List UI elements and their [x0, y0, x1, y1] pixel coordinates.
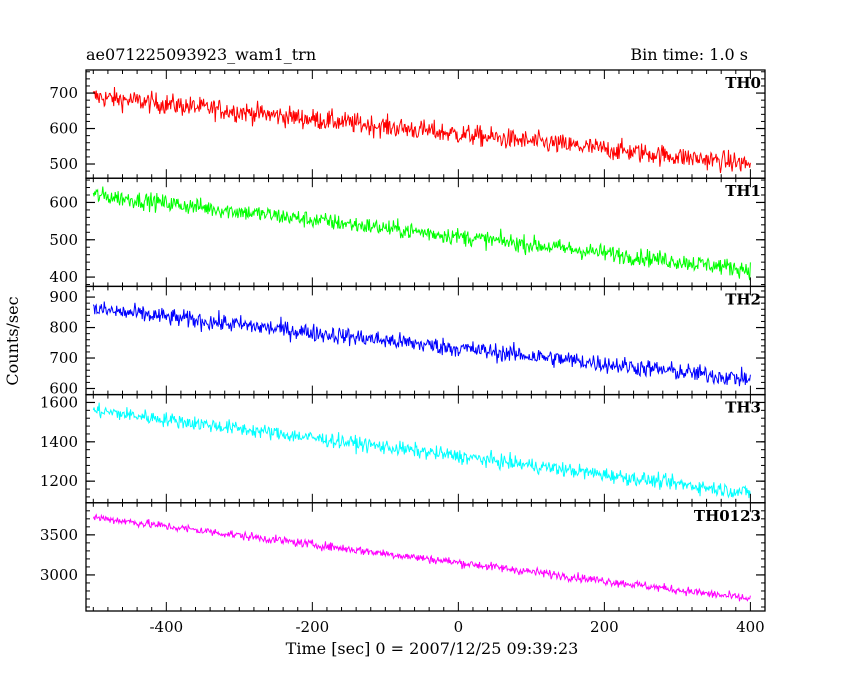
- y-axis-label: Counts/sec: [3, 296, 22, 385]
- x-tick-label: 200: [590, 618, 619, 636]
- x-axis: -400 -200 0 200 400: [149, 618, 764, 636]
- series-line-th2: [92, 301, 751, 387]
- panel-name-label: TH3: [725, 399, 761, 417]
- panel-th0: 500 600 700 TH0: [49, 69, 766, 179]
- panel-name-label: TH2: [725, 290, 761, 308]
- panels-group: 500 600 700 TH0 400 500 600 TH1 600 700 800 900 TH2 1…: [40, 69, 766, 612]
- y-tick-label: 3000: [40, 566, 78, 584]
- y-tick-label: 400: [49, 268, 78, 286]
- bin-time-label: Bin time: 1.0 s: [630, 45, 748, 64]
- y-tick-label: 500: [49, 155, 78, 173]
- panel-th3: 1200 1400 1600 TH3: [40, 393, 766, 504]
- panel-name-label: TH1: [725, 182, 761, 200]
- series-line-th1: [92, 186, 751, 281]
- y-tick-label: 800: [49, 319, 78, 337]
- panel-th2: 600 700 800 900 TH2: [49, 285, 766, 398]
- y-tick-label: 900: [49, 288, 78, 306]
- series-line-th0: [92, 86, 751, 174]
- y-tick-label: 1400: [40, 433, 78, 451]
- panel-frame: [85, 69, 766, 179]
- chart-title: ae071225093923_wam1_trn: [86, 45, 316, 64]
- y-tick-label: 700: [49, 84, 78, 102]
- panel-th1: 400 500 600 TH1: [49, 177, 766, 288]
- x-tick-label: 400: [736, 618, 765, 636]
- y-tick-label: 1200: [40, 472, 78, 490]
- series-line-th0123: [92, 513, 751, 602]
- x-axis-label: Time [sec] 0 = 2007/12/25 09:39:23: [286, 639, 579, 658]
- y-tick-label: 600: [49, 380, 78, 398]
- panel-frame: [85, 502, 766, 612]
- series-line-th3: [92, 402, 751, 499]
- y-tick-label: 3500: [40, 526, 78, 544]
- panel-th0123: 3000 3500 TH0123: [40, 502, 766, 612]
- x-tick-label: -200: [295, 618, 329, 636]
- y-tick-label: 500: [49, 231, 78, 249]
- y-tick-label: 1600: [40, 393, 78, 411]
- x-tick-label: 0: [454, 618, 464, 636]
- panel-name-label: TH0: [725, 74, 761, 92]
- panel-frame: [85, 285, 766, 396]
- y-tick-label: 600: [49, 193, 78, 211]
- x-tick-label: -400: [149, 618, 183, 636]
- panel-frame: [85, 393, 766, 504]
- panel-name-label: TH0123: [694, 507, 761, 525]
- y-tick-label: 600: [49, 120, 78, 138]
- y-tick-label: 700: [49, 349, 78, 367]
